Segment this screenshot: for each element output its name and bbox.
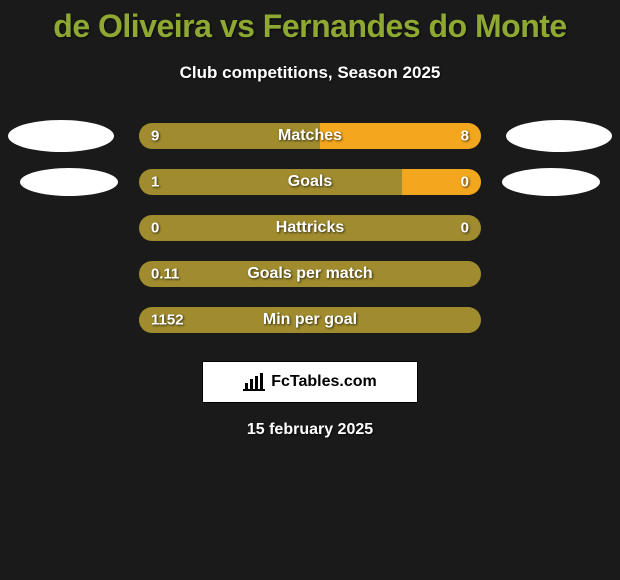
- bar-right-goals: [402, 169, 481, 195]
- bar-label-matches: Matches: [278, 127, 342, 145]
- brand-text: FcTables.com: [271, 373, 377, 391]
- page-title: de Oliveira vs Fernandes do Monte: [0, 0, 620, 45]
- bar-right-matches: [320, 123, 481, 149]
- left-value-goals: 1: [151, 174, 159, 191]
- bar-track-gpm: 0.11 Goals per match: [139, 261, 481, 287]
- left-value-mpg: 1152: [151, 312, 184, 329]
- left-value-matches: 9: [151, 128, 159, 145]
- bar-label-mpg: Min per goal: [263, 311, 357, 329]
- comparison-chart: 9 Matches 8 1 Goals 0 0 Hattricks 0: [0, 113, 620, 343]
- left-value-hattricks: 0: [151, 220, 159, 237]
- bar-left-goals: [139, 169, 402, 195]
- bar-chart-icon: [243, 373, 265, 391]
- date-text: 15 february 2025: [0, 421, 620, 439]
- stat-row-gpm: 0.11 Goals per match: [0, 251, 620, 297]
- player-left-avatar: [8, 120, 114, 152]
- stat-row-mpg: 1152 Min per goal: [0, 297, 620, 343]
- stat-row-hattricks: 0 Hattricks 0: [0, 205, 620, 251]
- bar-label-hattricks: Hattricks: [276, 219, 344, 237]
- right-value-hattricks: 0: [461, 220, 469, 237]
- player-right-avatar: [506, 120, 612, 152]
- stat-row-goals: 1 Goals 0: [0, 159, 620, 205]
- bar-label-goals: Goals: [288, 173, 332, 191]
- bar-label-gpm: Goals per match: [247, 265, 372, 283]
- player-left-avatar-small: [20, 168, 118, 196]
- bar-track-matches: 9 Matches 8: [139, 123, 481, 149]
- left-value-gpm: 0.11: [151, 266, 179, 283]
- bar-track-hattricks: 0 Hattricks 0: [139, 215, 481, 241]
- bar-track-goals: 1 Goals 0: [139, 169, 481, 195]
- subtitle: Club competitions, Season 2025: [0, 63, 620, 83]
- bar-track-mpg: 1152 Min per goal: [139, 307, 481, 333]
- stat-row-matches: 9 Matches 8: [0, 113, 620, 159]
- brand-badge[interactable]: FcTables.com: [202, 361, 418, 403]
- right-value-matches: 8: [461, 128, 469, 145]
- right-value-goals: 0: [461, 174, 469, 191]
- player-right-avatar-small: [502, 168, 600, 196]
